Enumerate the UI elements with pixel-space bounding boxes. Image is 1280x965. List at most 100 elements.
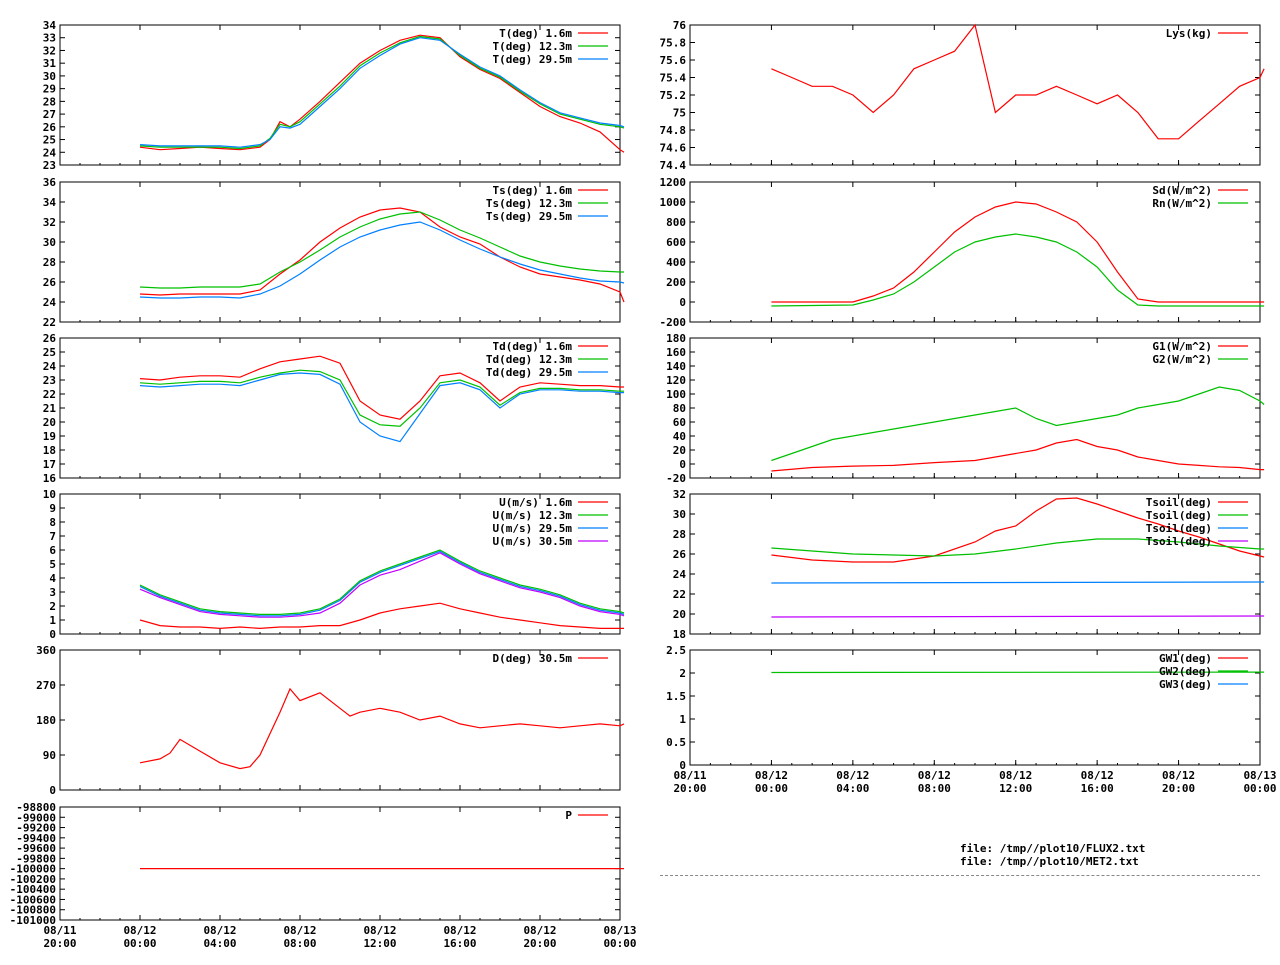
y-tick-label: 160 bbox=[666, 346, 686, 359]
x-tick-label: 08/12 bbox=[123, 924, 156, 937]
legend-label: Td(deg) 29.5m bbox=[486, 366, 572, 379]
y-tick-label: -20 bbox=[666, 472, 686, 485]
y-tick-label: 32 bbox=[43, 44, 56, 57]
legend-label: Ts(deg) 12.3m bbox=[486, 197, 572, 210]
y-tick-label: 32 bbox=[43, 216, 56, 229]
legend-label: U(m/s) 29.5m bbox=[493, 522, 573, 535]
y-tick-label: 20 bbox=[673, 608, 686, 621]
y-tick-label: 36 bbox=[43, 176, 57, 189]
legend-label: T(deg) 1.6m bbox=[499, 27, 572, 40]
legend-label: U(m/s) 1.6m bbox=[499, 496, 572, 509]
y-tick-label: 80 bbox=[673, 402, 686, 415]
legend-label: GW2(deg) bbox=[1159, 665, 1212, 678]
file-line-2: file: /tmp//plot10/MET2.txt bbox=[960, 855, 1145, 868]
x-tick-label: 08/11 bbox=[673, 769, 706, 782]
panel-rad: -200020040060080010001200Sd(W/m^2)Rn(W/m… bbox=[660, 176, 1265, 329]
x-tick-label: 20:00 bbox=[43, 937, 76, 950]
x-tick-label: 08/13 bbox=[603, 924, 636, 937]
x-tick-label: 12:00 bbox=[999, 782, 1032, 795]
x-tick-label: 00:00 bbox=[603, 937, 636, 950]
y-tick-label: -98800 bbox=[16, 801, 56, 814]
legend-label: GW3(deg) bbox=[1159, 678, 1212, 691]
series-line-ts-1 bbox=[140, 212, 624, 288]
y-tick-label: 0 bbox=[679, 458, 686, 471]
x-tick-label: 08/12 bbox=[836, 769, 869, 782]
y-tick-label: 24 bbox=[43, 360, 57, 373]
series-line-tsoil-3 bbox=[771, 616, 1264, 617]
y-tick-label: 10 bbox=[43, 488, 56, 501]
legend-label: Tsoil(deg) bbox=[1146, 535, 1212, 548]
y-tick-label: 76 bbox=[673, 19, 687, 32]
panel-tsoil: 1820222426283032Tsoil(deg)Tsoil(deg)Tsoi… bbox=[673, 488, 1264, 641]
series-line-soilflux-0 bbox=[771, 440, 1264, 472]
y-tick-label: 100 bbox=[666, 388, 686, 401]
y-tick-label: 140 bbox=[666, 360, 686, 373]
x-tick-label: 08/12 bbox=[523, 924, 556, 937]
y-tick-label: 0 bbox=[49, 628, 56, 641]
y-tick-label: 29 bbox=[43, 83, 56, 96]
series-line-rad-1 bbox=[771, 234, 1264, 306]
panel-soilflux: -20020406080100120140160180G1(W/m^2)G2(W… bbox=[666, 332, 1264, 485]
x-tick-label: 08/11 bbox=[43, 924, 76, 937]
y-tick-label: -200 bbox=[660, 316, 687, 329]
y-tick-label: 75.8 bbox=[660, 37, 687, 50]
y-tick-label: 34 bbox=[43, 196, 57, 209]
y-tick-label: 19 bbox=[43, 430, 56, 443]
legend-label: T(deg) 29.5m bbox=[493, 53, 573, 66]
series-line-tsoil-2 bbox=[771, 582, 1264, 583]
legend-label: GW1(deg) bbox=[1159, 652, 1212, 665]
legend-label: Tsoil(deg) bbox=[1146, 522, 1212, 535]
y-tick-label: 33 bbox=[43, 32, 56, 45]
x-tick-label: 00:00 bbox=[1243, 782, 1276, 795]
y-tick-label: 18 bbox=[43, 444, 56, 457]
series-line-wind-2 bbox=[140, 551, 624, 615]
y-tick-label: 2 bbox=[679, 667, 686, 680]
x-tick-label: 08/13 bbox=[1243, 769, 1276, 782]
y-tick-label: 20 bbox=[673, 444, 686, 457]
legend-label: Ts(deg) 29.5m bbox=[486, 210, 572, 223]
x-tick-label: 20:00 bbox=[673, 782, 706, 795]
y-tick-label: 27 bbox=[43, 108, 56, 121]
y-tick-label: 180 bbox=[36, 714, 56, 727]
y-tick-label: 74.8 bbox=[660, 124, 687, 137]
y-tick-label: 25 bbox=[43, 346, 56, 359]
x-tick-label: 00:00 bbox=[755, 782, 788, 795]
legend-label: D(deg) 30.5m bbox=[493, 652, 573, 665]
y-tick-label: 22 bbox=[43, 388, 56, 401]
y-tick-label: 34 bbox=[43, 19, 57, 32]
panel-frame bbox=[60, 650, 620, 790]
y-tick-label: 30 bbox=[673, 508, 686, 521]
y-tick-label: 800 bbox=[666, 216, 686, 229]
x-tick-label: 12:00 bbox=[363, 937, 396, 950]
x-tick-label: 08:00 bbox=[918, 782, 951, 795]
y-tick-label: 4 bbox=[49, 572, 56, 585]
y-tick-label: 28 bbox=[43, 95, 56, 108]
legend-label: U(m/s) 12.3m bbox=[493, 509, 573, 522]
x-tick-label: 08/12 bbox=[203, 924, 236, 937]
legend-label: Td(deg) 12.3m bbox=[486, 353, 572, 366]
x-tick-label: 08:00 bbox=[283, 937, 316, 950]
y-tick-label: 24 bbox=[43, 146, 57, 159]
y-tick-label: 1200 bbox=[660, 176, 687, 189]
legend-label: T(deg) 12.3m bbox=[493, 40, 573, 53]
y-tick-label: 200 bbox=[666, 276, 686, 289]
y-tick-label: 40 bbox=[673, 430, 686, 443]
y-tick-label: 25 bbox=[43, 134, 56, 147]
y-tick-label: 6 bbox=[49, 544, 56, 557]
y-tick-label: 22 bbox=[43, 316, 56, 329]
legend-label: U(m/s) 30.5m bbox=[493, 535, 573, 548]
x-tick-label: 08/12 bbox=[363, 924, 396, 937]
x-tick-label: 00:00 bbox=[123, 937, 156, 950]
y-tick-label: 60 bbox=[673, 416, 686, 429]
panel-gw: 00.511.522.508/1120:0008/1200:0008/1204:… bbox=[666, 644, 1276, 795]
series-line-wind-0 bbox=[140, 603, 624, 628]
file-info: file: /tmp//plot10/FLUX2.txt file: /tmp/… bbox=[960, 842, 1145, 868]
y-tick-label: 24 bbox=[43, 296, 57, 309]
x-tick-label: 16:00 bbox=[1081, 782, 1114, 795]
x-tick-label: 08/12 bbox=[1081, 769, 1114, 782]
y-tick-label: 23 bbox=[43, 159, 56, 172]
y-tick-label: 90 bbox=[43, 749, 56, 762]
y-tick-label: 24 bbox=[673, 568, 687, 581]
